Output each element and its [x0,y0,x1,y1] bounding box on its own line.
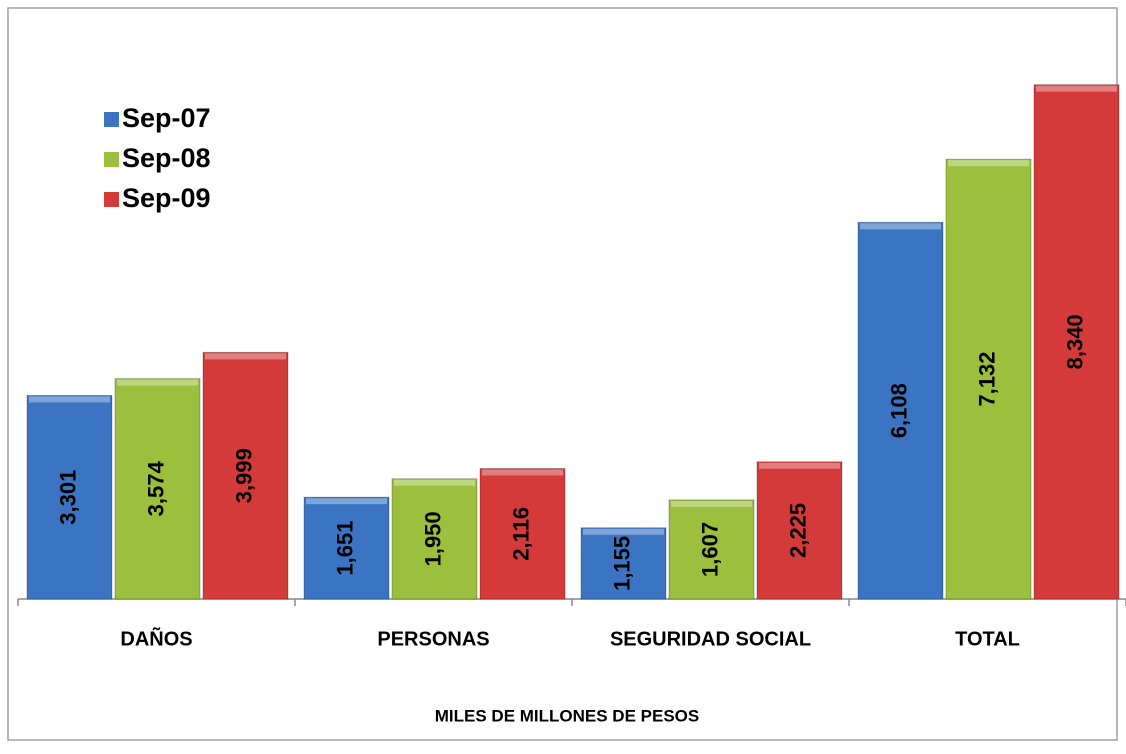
bar [945,158,1032,600]
legend-label: Sep-09 [122,183,211,213]
value-label: 7,132 [974,352,999,407]
bar-highlight [583,528,664,535]
legend-swatch [104,112,119,127]
value-label: 3,999 [231,448,256,503]
bar-highlight [759,462,840,469]
x-axis-title: MILES DE MILLONES DE PESOS [435,706,699,725]
legend-label: Sep-07 [122,103,211,133]
bar [756,461,843,600]
bar-highlight [29,396,110,403]
bar [580,527,667,600]
value-label: 8,340 [1062,314,1087,369]
value-label: 1,651 [332,521,357,576]
bar-highlight [860,223,941,230]
bar [479,468,566,600]
value-label: 1,607 [697,522,722,577]
bar-highlight [117,379,198,386]
x-tick-label: TOTAL [955,628,1020,650]
bar-highlight [948,160,1029,167]
bar [114,378,201,600]
bar [26,394,113,600]
value-label: 1,950 [420,511,445,566]
value-label: 6,108 [886,383,911,438]
legend-label: Sep-08 [122,143,211,173]
bar-highlight [1036,85,1117,92]
value-label: 2,116 [508,507,533,561]
bar-highlight [205,353,286,360]
bar [1033,84,1120,600]
bar-highlight [394,479,475,486]
bar-highlight [482,469,563,476]
x-tick-label: DAÑOS [120,627,192,650]
legend-swatch [104,152,119,167]
value-label: 2,225 [785,503,810,558]
bar [303,496,390,600]
bar-highlight [671,500,752,507]
value-label: 1,155 [609,536,634,591]
x-tick-label: PERSONAS [377,628,489,650]
bar [391,478,478,600]
x-tick-label: SEGURIDAD SOCIAL [610,628,811,650]
bar-highlight [306,498,387,505]
bar [857,221,944,600]
bar [202,351,289,600]
value-label: 3,574 [143,461,168,517]
bar [668,499,755,600]
legend-swatch [104,192,119,207]
value-label: 3,301 [55,470,80,525]
